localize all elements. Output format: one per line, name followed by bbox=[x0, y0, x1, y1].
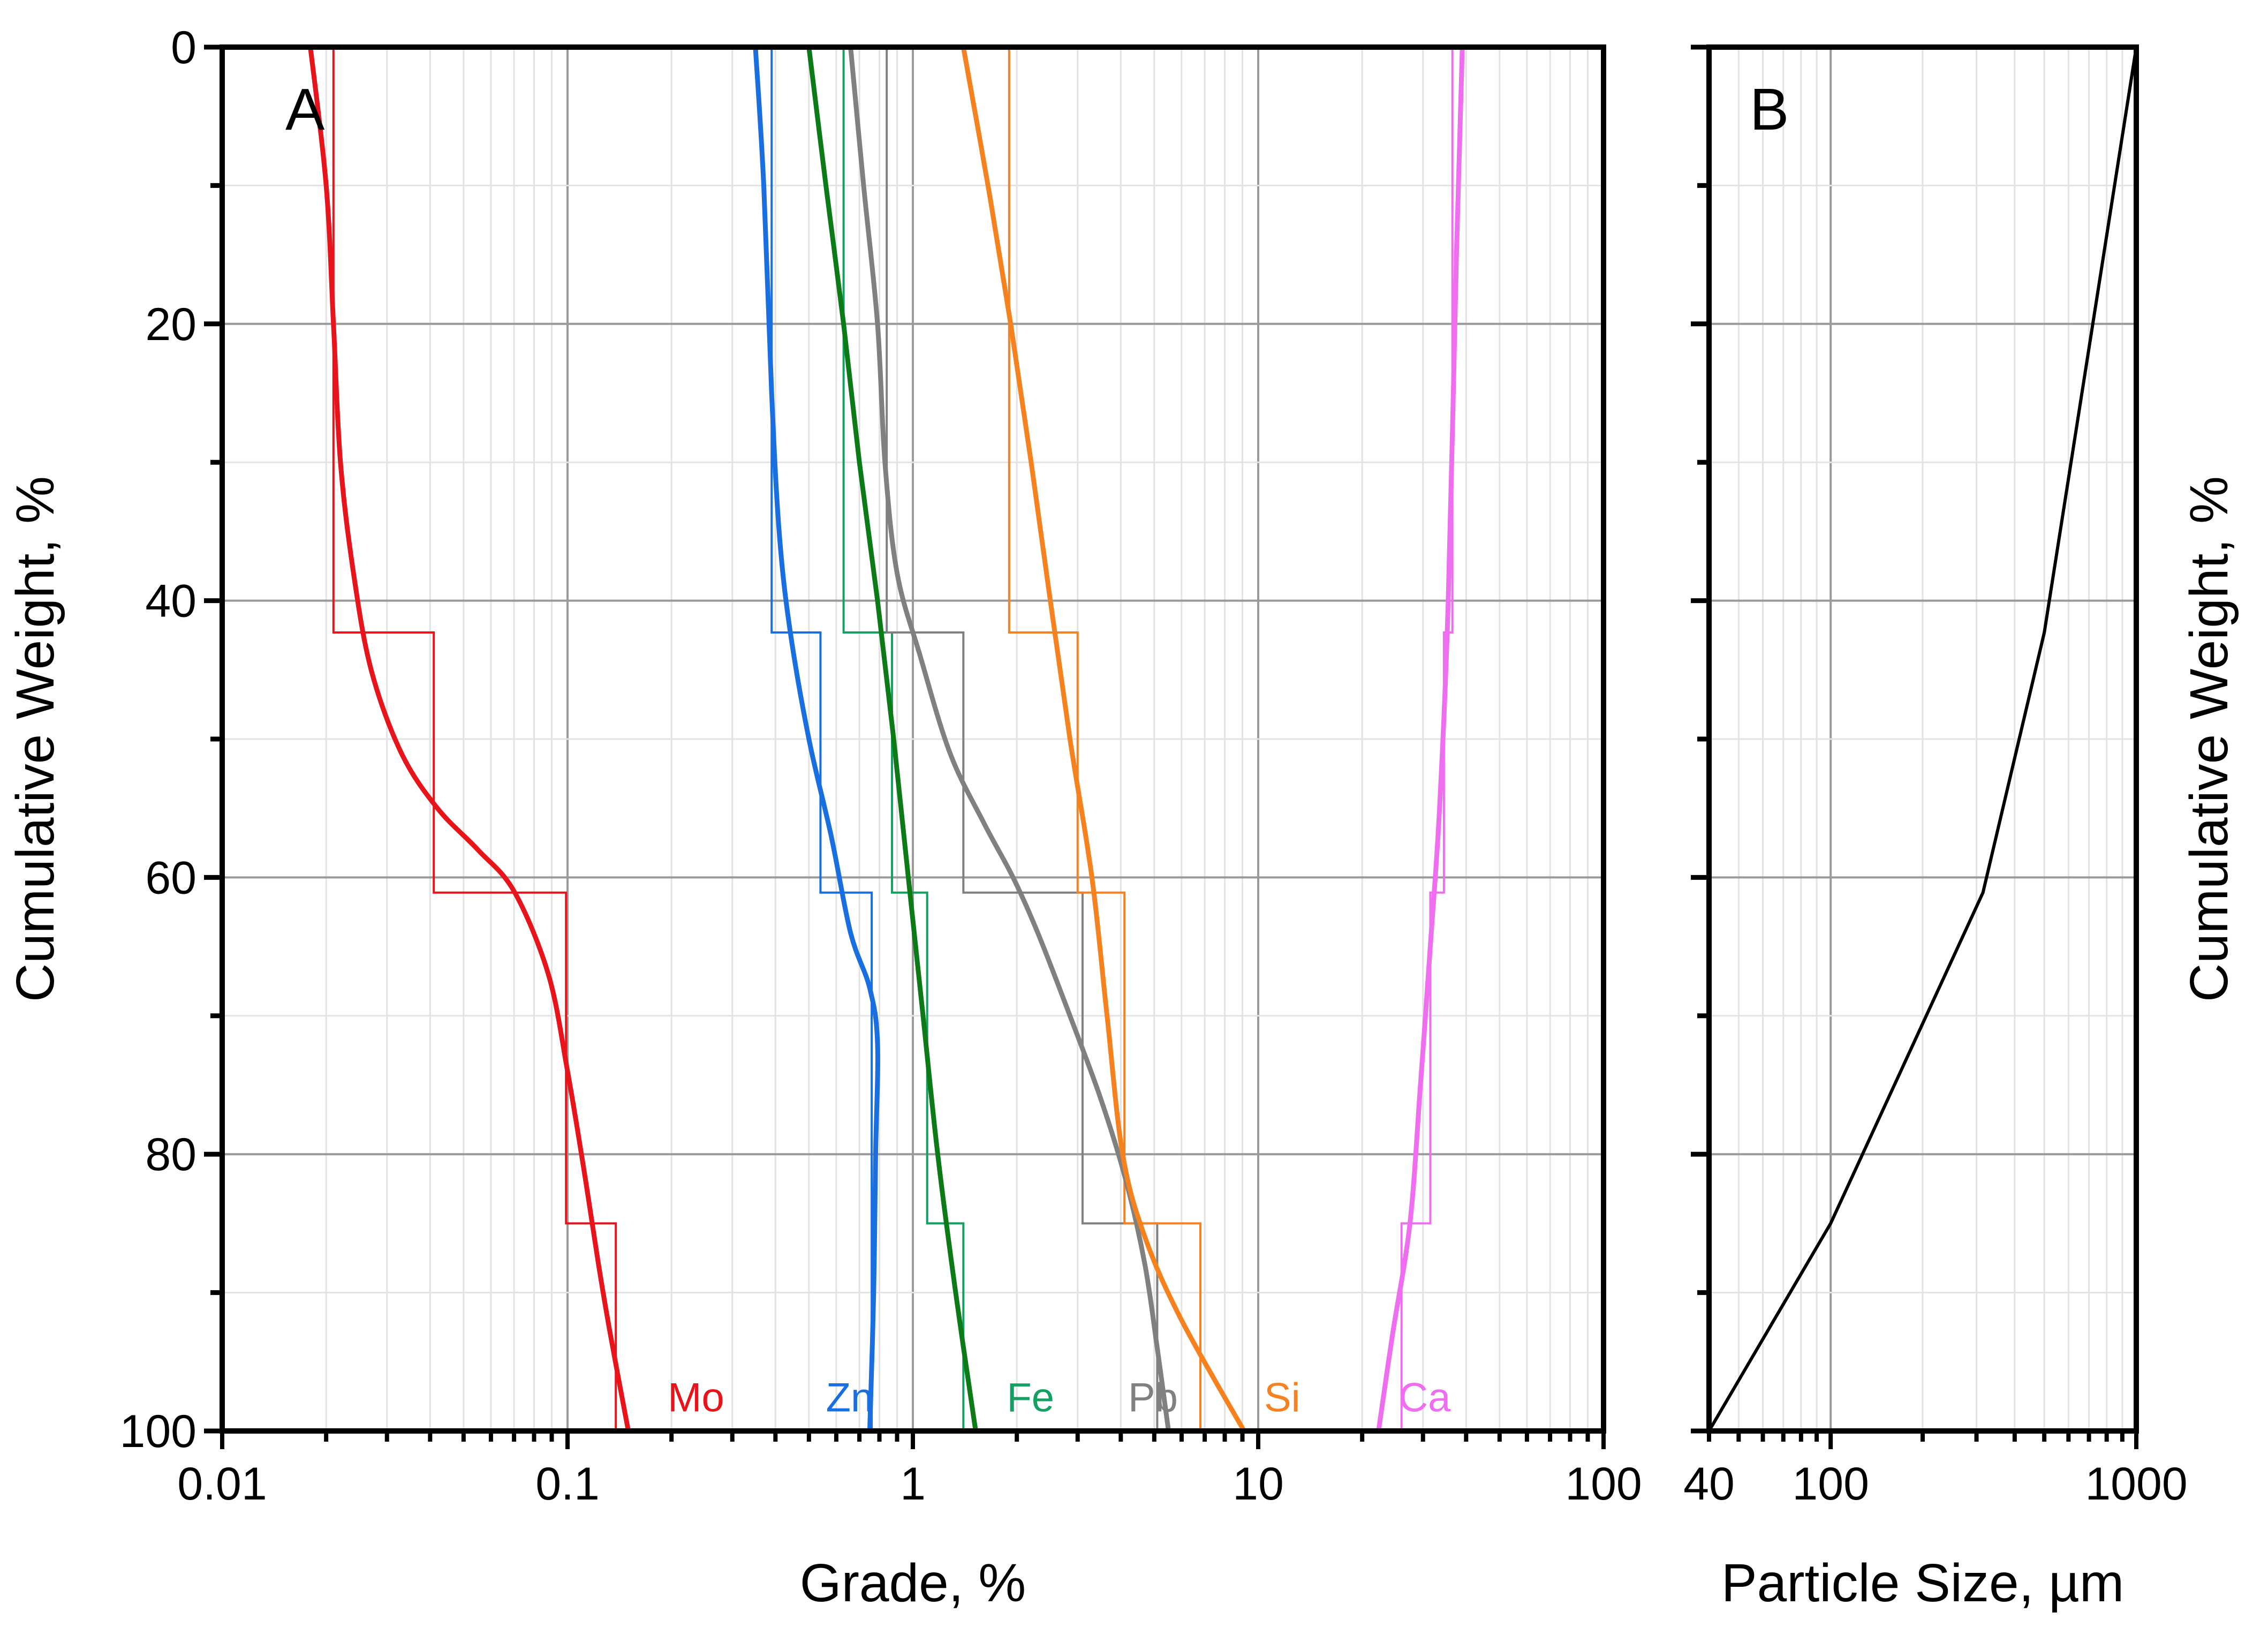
particle-size-curve bbox=[1707, 47, 2138, 1432]
ca-series-label: Ca bbox=[1398, 1375, 1451, 1420]
zn-step-line bbox=[770, 47, 873, 1431]
zn-series-label: Zn bbox=[826, 1375, 874, 1420]
y-tick-label: 40 bbox=[145, 576, 196, 627]
x-tick-label: 1 bbox=[900, 1458, 926, 1510]
fe-trend-curve bbox=[806, 44, 978, 1434]
y-tick-label: 80 bbox=[145, 1129, 196, 1180]
mo-step-line bbox=[332, 47, 617, 1431]
panel-a-grid bbox=[222, 47, 1604, 1431]
x-tick-label: 40 bbox=[1683, 1458, 1735, 1510]
panel-a-curve-series bbox=[308, 44, 1465, 1434]
y-tick-label: 60 bbox=[145, 852, 196, 903]
fe-series-label: Fe bbox=[1007, 1375, 1054, 1420]
mo-series-label: Mo bbox=[668, 1375, 724, 1420]
panel-a-x-axis-title: Grade, % bbox=[800, 1553, 1026, 1613]
panel-b: 40 100 1000 B Particle Size, µm Cumulative… bbox=[1683, 44, 2239, 1613]
si-step-line bbox=[1008, 47, 1201, 1431]
zn-trend-curve bbox=[753, 44, 880, 1434]
y-tick-label: 20 bbox=[145, 299, 196, 350]
panel-a-series-labels: Mo Zn Fe Pb Si Ca bbox=[668, 1375, 1451, 1420]
x-tick-label: 10 bbox=[1233, 1458, 1284, 1510]
x-tick-label: 100 bbox=[1792, 1458, 1869, 1510]
panel-b-grid bbox=[1709, 47, 2136, 1431]
y-tick-label: 100 bbox=[120, 1406, 197, 1457]
x-tick-label: 1000 bbox=[2085, 1458, 2187, 1510]
x-tick-label: 0.1 bbox=[535, 1458, 600, 1510]
y-tick-label: 0 bbox=[171, 22, 196, 73]
pb-trend-curve bbox=[848, 44, 1171, 1434]
x-tick-label: 100 bbox=[1565, 1458, 1642, 1510]
panel-a-label: A bbox=[285, 77, 325, 142]
ca-step-line bbox=[1400, 47, 1454, 1431]
panel-b-label: B bbox=[1750, 77, 1789, 142]
panel-b-series bbox=[1707, 47, 2138, 1432]
si-trend-curve bbox=[961, 44, 1247, 1434]
panel-b-ticks: 40 100 1000 bbox=[1683, 44, 2188, 1510]
ca-trend-curve bbox=[1376, 44, 1465, 1434]
si-series-label: Si bbox=[1264, 1375, 1301, 1420]
panel-b-x-axis-title: Particle Size, µm bbox=[1721, 1553, 2124, 1613]
panel-b-y-axis-title: Cumulative Weight, % bbox=[2179, 476, 2239, 1002]
panel-a-y-axis-title: Cumulative Weight, % bbox=[5, 476, 65, 1002]
x-tick-label: 0.01 bbox=[177, 1458, 267, 1510]
mo-trend-curve bbox=[308, 44, 631, 1434]
pb-series-label: Pb bbox=[1128, 1375, 1178, 1420]
